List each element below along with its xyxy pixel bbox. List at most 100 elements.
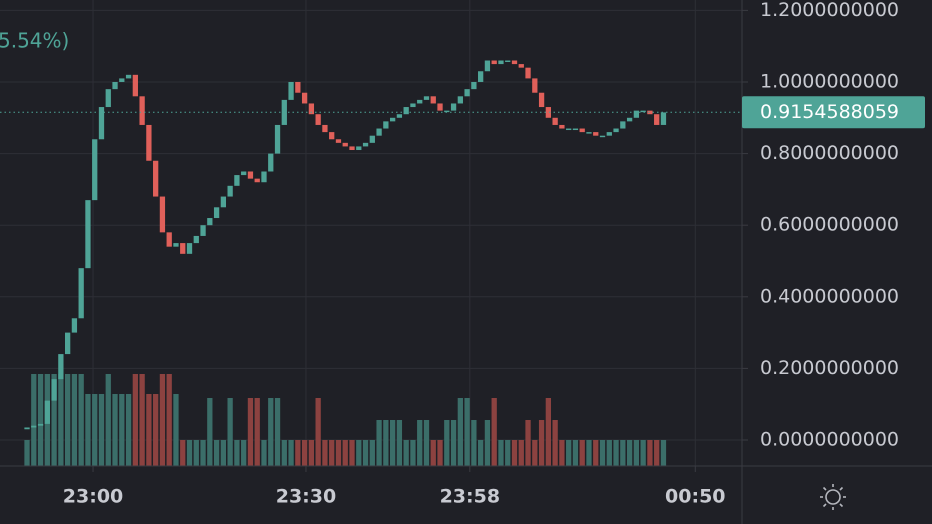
volume-bar	[620, 440, 626, 466]
candle-body	[227, 185, 233, 197]
y-tick-label: 0.6000000000	[760, 214, 899, 236]
volume-bar	[78, 374, 84, 466]
volume-bar	[295, 440, 301, 466]
candle-body	[423, 96, 430, 100]
volume-bar	[125, 394, 132, 466]
candle-body	[308, 103, 315, 115]
volume-bar	[132, 374, 138, 466]
candle-body	[525, 67, 531, 79]
candle-body	[654, 114, 660, 125]
candle-body	[444, 110, 450, 113]
volume-bar	[349, 440, 355, 466]
candle-body	[430, 96, 436, 104]
volume-bar	[281, 440, 287, 466]
volume-bar	[24, 440, 30, 466]
candle-body	[471, 81, 477, 90]
volume-bar	[146, 394, 152, 466]
volume-bar	[552, 420, 558, 466]
candle-body	[261, 171, 267, 183]
x-tick-label: 23:30	[276, 486, 336, 508]
candle-body	[538, 92, 545, 108]
candle-body	[593, 132, 599, 136]
volume-bar	[227, 398, 233, 466]
y-tick-label: 0.4000000000	[760, 285, 899, 307]
candle-body	[586, 132, 592, 134]
volume-bar	[268, 398, 274, 466]
volume-bar	[241, 440, 247, 466]
volume-bar	[559, 440, 565, 466]
y-tick-label: 0.2000000000	[760, 357, 899, 379]
candle-body	[139, 96, 145, 125]
volume-bar	[119, 394, 125, 466]
volume-bar	[633, 440, 640, 466]
volume-bar	[329, 440, 335, 466]
candle-body	[518, 64, 524, 68]
candle-body	[64, 332, 71, 355]
settings-icon[interactable]	[820, 484, 846, 510]
candle-body	[153, 160, 159, 197]
candle-body	[647, 110, 653, 115]
candle-body	[329, 132, 335, 140]
candle-body	[71, 318, 78, 333]
candle-body	[288, 81, 294, 100]
candle-body	[51, 379, 57, 401]
volume-bar	[342, 440, 348, 466]
volume-bar	[457, 398, 463, 466]
candle-body	[532, 78, 538, 93]
candle-body	[92, 139, 98, 201]
candle-layer	[0, 60, 742, 430]
volume-bar	[538, 420, 545, 466]
candle-body	[146, 124, 152, 161]
candle-body	[193, 235, 199, 244]
volume-bar	[471, 420, 477, 466]
volume-bar	[207, 398, 213, 466]
candle-body	[559, 124, 565, 129]
volume-bar	[383, 420, 389, 466]
volume-bar	[593, 440, 599, 466]
grid	[0, 0, 742, 466]
volume-bar	[376, 420, 382, 466]
x-tick-label: 23:58	[440, 486, 500, 508]
candle-body	[98, 107, 105, 140]
axis-labels: 0.0000000000 0.2000000000 0.4000000000 0.60…	[63, 0, 925, 508]
candle-body	[566, 128, 572, 131]
volume-bar	[254, 398, 260, 466]
candle-body	[274, 124, 281, 154]
volume-bar	[322, 440, 328, 466]
volume-bar	[505, 440, 511, 466]
candle-body	[85, 200, 91, 269]
volume-bar	[261, 440, 267, 466]
candle-body	[552, 117, 558, 125]
change-label: 5.54%)	[0, 29, 69, 53]
candle-body	[511, 60, 518, 65]
candle-body	[572, 128, 579, 131]
candle-body	[125, 74, 132, 79]
candle-body	[410, 103, 416, 108]
volume-bar	[85, 394, 91, 466]
candle-body	[31, 425, 37, 428]
candle-body	[457, 96, 463, 104]
candle-body	[247, 171, 254, 179]
volume-bar	[64, 374, 71, 466]
volume-bar	[647, 440, 653, 466]
candle-body	[383, 121, 389, 129]
volume-layer	[24, 374, 667, 466]
volume-bar	[430, 440, 436, 466]
candle-body	[301, 92, 308, 104]
candle-body	[498, 60, 504, 65]
candle-body	[342, 142, 348, 147]
volume-bar	[423, 420, 430, 466]
candle-body	[484, 60, 491, 72]
candle-body	[58, 354, 64, 380]
volume-bar	[139, 374, 145, 466]
candle-body	[44, 400, 50, 424]
volume-bar	[518, 440, 524, 466]
volume-bar	[98, 394, 105, 466]
candle-body	[322, 124, 328, 133]
candle-body	[173, 243, 179, 247]
candle-body	[207, 218, 213, 226]
candle-body	[491, 60, 497, 65]
volume-bar	[403, 440, 409, 466]
volume-bar	[315, 398, 321, 466]
volume-bar	[532, 440, 538, 466]
